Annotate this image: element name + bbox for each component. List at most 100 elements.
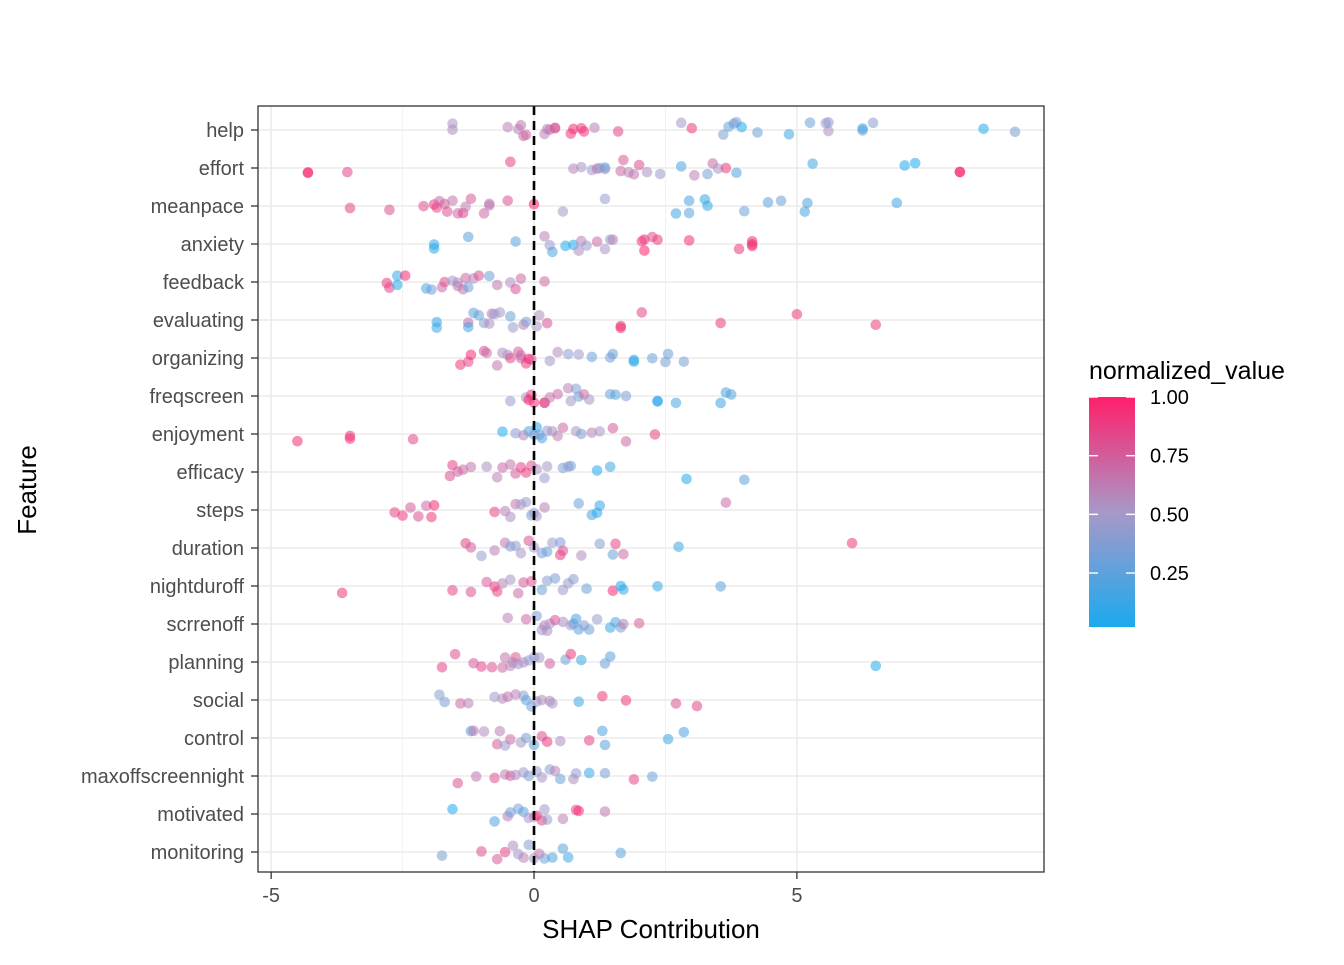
point-help: [578, 126, 590, 137]
point-anxiety: [573, 245, 585, 257]
point-anxiety: [683, 235, 695, 246]
point-nightduroff: [607, 585, 619, 597]
point-nightduroff: [518, 577, 529, 588]
point-effort: [807, 158, 818, 169]
point-meanpace: [775, 195, 787, 207]
point-enjoyment: [536, 432, 548, 444]
y-tick-label-planning: planning: [168, 652, 244, 674]
point-duration: [489, 545, 500, 556]
point-effort: [633, 159, 645, 171]
point-help: [804, 117, 816, 128]
point-feedback: [460, 272, 471, 284]
y-tick-label-steps: steps: [196, 500, 244, 522]
point-help: [736, 121, 747, 133]
point-effort: [615, 165, 627, 177]
point-help: [675, 117, 687, 129]
point-help: [447, 124, 458, 136]
x-tick-label: -5: [262, 885, 280, 907]
point-meanpace: [465, 193, 477, 205]
point-steps: [413, 511, 424, 522]
point-efficacy: [444, 470, 456, 482]
y-tick-label-organizing: organizing: [152, 348, 244, 370]
point-planning: [476, 661, 487, 672]
point-organizing: [552, 346, 563, 358]
point-enjoyment: [607, 422, 619, 434]
point-steps: [539, 502, 550, 513]
y-tick-label-meanpace: meanpace: [151, 196, 244, 218]
point-evaluating: [715, 317, 726, 329]
point-monitoring: [491, 853, 503, 865]
point-organizing: [607, 348, 619, 360]
point-help: [589, 122, 600, 134]
point-evaluating: [541, 317, 553, 329]
y-tick-label-evaluating: evaluating: [153, 310, 244, 332]
point-feedback: [510, 283, 521, 295]
point-evaluating: [494, 307, 506, 318]
legend-title: normalized_value: [1089, 357, 1285, 385]
point-meanpace: [441, 206, 453, 217]
point-monitoring: [476, 846, 487, 857]
point-motivated: [541, 814, 553, 825]
point-enjoyment: [497, 426, 508, 438]
point-control: [599, 739, 611, 751]
point-help: [515, 119, 527, 131]
point-control: [662, 733, 674, 745]
point-nightduroff: [568, 573, 579, 585]
point-planning: [544, 658, 556, 669]
point-freqscreen: [620, 390, 632, 402]
point-steps: [520, 496, 532, 508]
y-tick-label-effort: effort: [199, 158, 245, 180]
point-maxoffscreennight: [536, 772, 548, 783]
point-enjoyment: [649, 429, 661, 440]
point-social: [691, 700, 703, 712]
point-effort: [954, 166, 966, 178]
point-organizing: [562, 348, 574, 360]
point-freqscreen: [583, 394, 595, 405]
point-feedback: [539, 276, 550, 287]
point-freqscreen: [562, 382, 574, 394]
point-steps: [573, 498, 585, 509]
point-organizing: [628, 354, 640, 366]
x-tick-label: 0: [528, 885, 539, 907]
point-help: [867, 117, 879, 129]
point-control: [478, 726, 490, 737]
point-organizing: [465, 349, 477, 361]
legend-tick-label: 1.00: [1150, 387, 1189, 409]
point-efficacy: [465, 461, 477, 473]
point-evaluating: [463, 321, 474, 333]
point-social: [597, 691, 608, 702]
point-meanpace: [418, 200, 429, 212]
point-duration: [541, 546, 553, 557]
point-enjoyment: [594, 426, 606, 437]
point-scrrenoff: [502, 612, 514, 624]
point-duration: [610, 538, 621, 550]
point-monitoring: [557, 843, 569, 854]
point-effort: [576, 161, 587, 173]
point-control: [491, 738, 503, 750]
point-scrrenoff: [583, 624, 595, 635]
point-organizing: [660, 356, 671, 368]
point-help: [549, 122, 561, 134]
point-efficacy: [681, 473, 692, 485]
point-control: [541, 736, 553, 748]
point-anxiety: [607, 234, 619, 246]
point-scrrenoff: [591, 613, 603, 625]
point-social: [573, 696, 585, 708]
point-help: [823, 117, 834, 128]
point-duration: [465, 542, 477, 553]
point-efficacy: [591, 465, 603, 476]
point-scrrenoff: [520, 613, 532, 625]
point-duration: [555, 537, 566, 548]
y-tick-label-anxiety: anxiety: [181, 234, 244, 256]
point-nightduroff: [447, 585, 458, 596]
point-effort: [342, 166, 353, 178]
x-axis-title: SHAP Contribution: [542, 914, 760, 944]
point-help: [1009, 126, 1021, 138]
point-scrrenoff: [570, 613, 582, 625]
legend-colorbar: [1089, 397, 1135, 627]
point-monitoring: [615, 847, 627, 859]
point-feedback: [491, 279, 503, 291]
point-freqscreen: [725, 389, 737, 400]
point-anxiety: [463, 231, 474, 243]
point-meanpace: [344, 202, 356, 214]
